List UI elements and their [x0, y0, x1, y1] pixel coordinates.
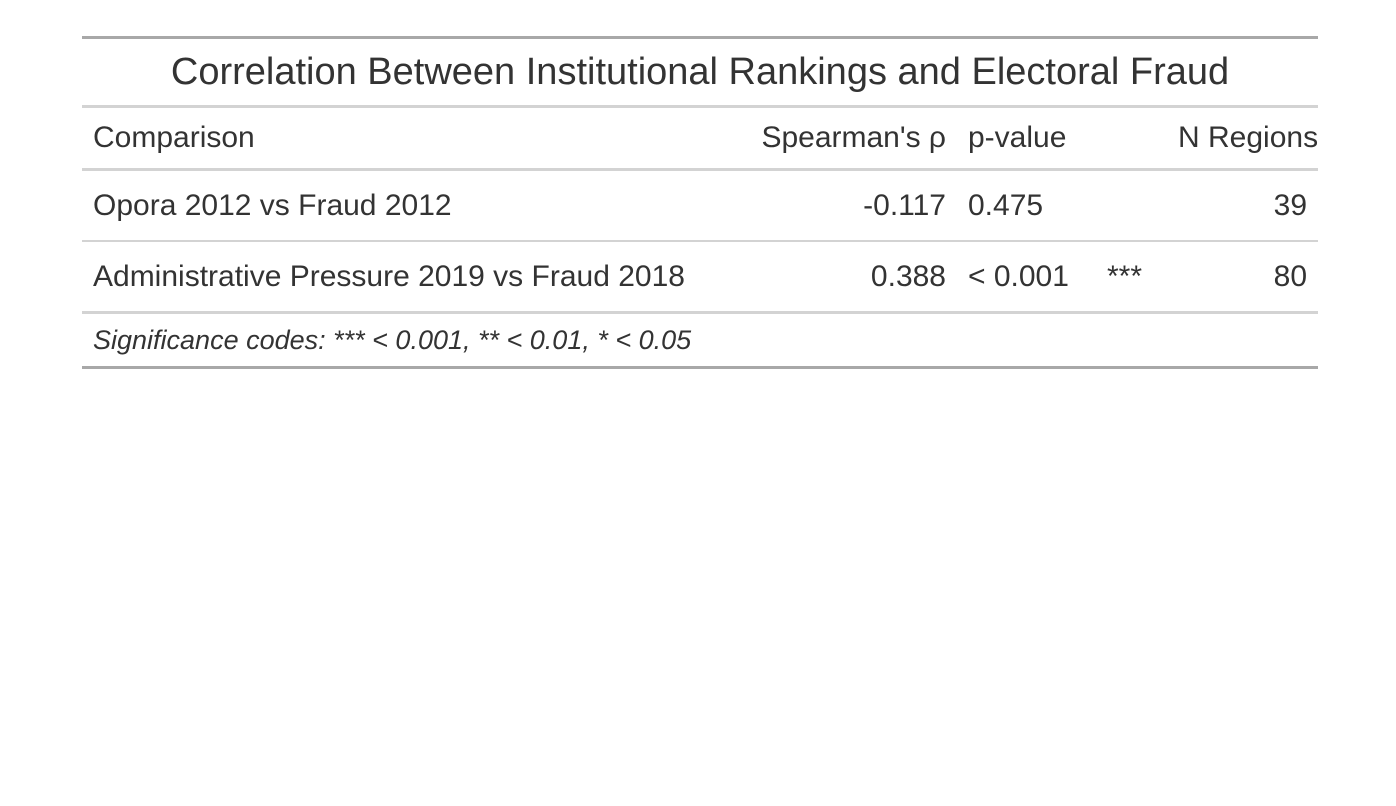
footnote-significance-codes: Significance codes: *** < 0.001, ** < 0.…	[82, 313, 1318, 368]
cell-spearman-rho: 0.388	[742, 241, 957, 313]
results-table-container: Correlation Between Institutional Rankin…	[82, 36, 1318, 369]
header-comparison: Comparison	[82, 107, 742, 170]
cell-spearman-rho: -0.117	[742, 170, 957, 242]
cell-significance: ***	[1087, 241, 1167, 313]
cell-comparison: Administrative Pressure 2019 vs Fraud 20…	[82, 241, 742, 313]
header-spearman-rho: Spearman's ρ	[742, 107, 957, 170]
table-row: Administrative Pressure 2019 vs Fraud 20…	[82, 241, 1318, 313]
footnote-row: Significance codes: *** < 0.001, ** < 0.…	[82, 313, 1318, 368]
cell-comparison: Opora 2012 vs Fraud 2012	[82, 170, 742, 242]
correlation-table: Correlation Between Institutional Rankin…	[82, 36, 1318, 369]
cell-n-regions: 39	[1167, 170, 1318, 242]
table-title: Correlation Between Institutional Rankin…	[82, 38, 1318, 107]
cell-p-value: 0.475	[957, 170, 1087, 242]
cell-p-value: < 0.001	[957, 241, 1087, 313]
header-significance	[1087, 107, 1167, 170]
table-row: Opora 2012 vs Fraud 2012 -0.117 0.475 39	[82, 170, 1318, 242]
header-p-value: p-value	[957, 107, 1087, 170]
header-n-regions: N Regions	[1167, 107, 1318, 170]
cell-n-regions: 80	[1167, 241, 1318, 313]
cell-significance	[1087, 170, 1167, 242]
column-header-row: Comparison Spearman's ρ p-value N Region…	[82, 107, 1318, 170]
title-row: Correlation Between Institutional Rankin…	[82, 38, 1318, 107]
